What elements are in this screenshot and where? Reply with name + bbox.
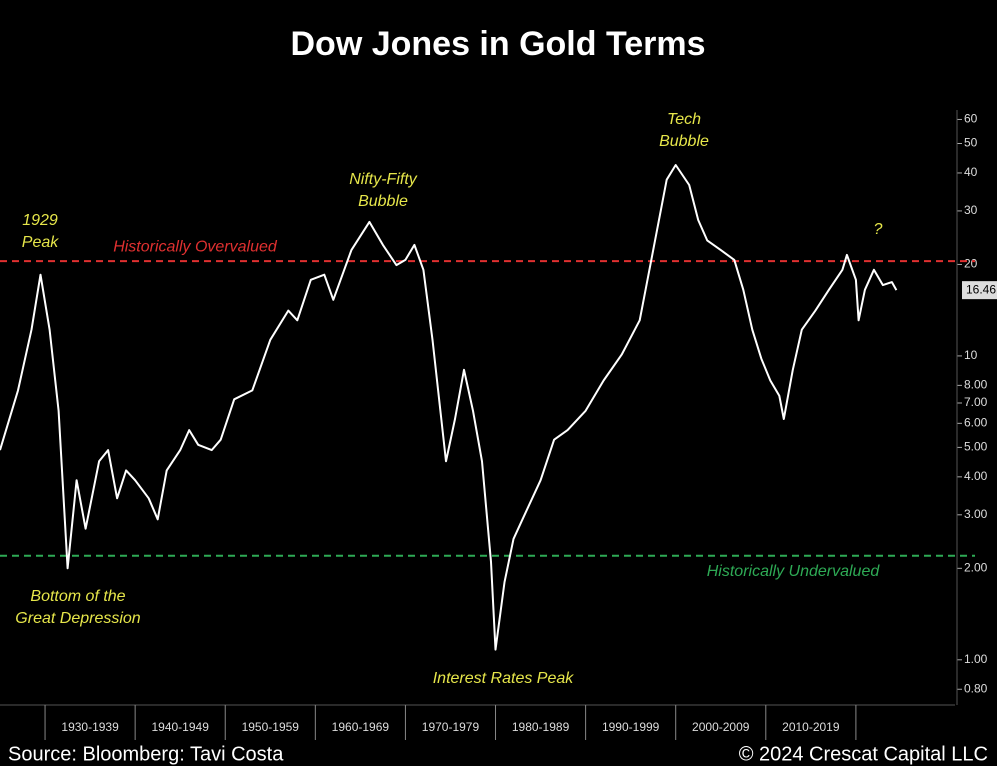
data-line [0,164,898,651]
x-tick-label: 1930-1939 [61,720,119,734]
y-tick-label: 1.00 [964,652,988,666]
x-tick-label: 1940-1949 [151,720,209,734]
x-tick-label: 1950-1959 [242,720,300,734]
y-tick-label: 10 [964,348,978,362]
y-tick-label: 30 [964,203,978,217]
annotation: ? [874,221,883,238]
last-value-box [962,281,997,300]
x-tick-label: 2000-2009 [692,720,750,734]
annotation: Peak [22,234,59,251]
reference-label: Historically Undervalued [707,563,881,580]
y-tick-label: 4.00 [964,469,988,483]
y-tick-label: 3.00 [964,507,988,521]
y-tick-label: 5.00 [964,440,988,454]
x-tick-label: 1990-1999 [602,720,660,734]
x-tick-label: 1960-1969 [332,720,390,734]
y-tick-label: 7.00 [964,395,988,409]
annotation: Bottom of the [30,588,125,605]
chart-title: Dow Jones in Gold Terms [291,25,706,63]
y-tick-label: 2.00 [964,560,988,574]
x-tick-label: 1970-1979 [422,720,480,734]
annotation: Interest Rates Peak [433,670,575,687]
reference-label: Historically Overvalued [113,238,278,255]
y-tick-label: 0.80 [964,681,988,695]
annotation: Bubble [659,133,709,150]
y-tick-label: 6.00 [964,416,988,430]
annotation: Tech [667,111,701,128]
x-tick-label: 1980-1989 [512,720,570,734]
y-tick-label: 20 [964,257,978,271]
annotation: Bubble [358,193,408,210]
y-tick-label: 60 [964,112,978,126]
source: Source: Bloomberg: Tavi Costa [8,743,284,765]
y-tick-label: 40 [964,165,978,179]
annotation: 1929 [22,212,58,229]
annotation: Great Depression [15,610,140,627]
y-tick-label: 50 [964,136,978,150]
last-value-label: 16.46 [966,282,996,296]
copyright: © 2024 Crescat Capital LLC [739,743,988,765]
y-tick-label: 8.00 [964,378,988,392]
annotation: Nifty-Fifty [349,171,418,188]
x-tick-label: 2010-2019 [782,720,840,734]
